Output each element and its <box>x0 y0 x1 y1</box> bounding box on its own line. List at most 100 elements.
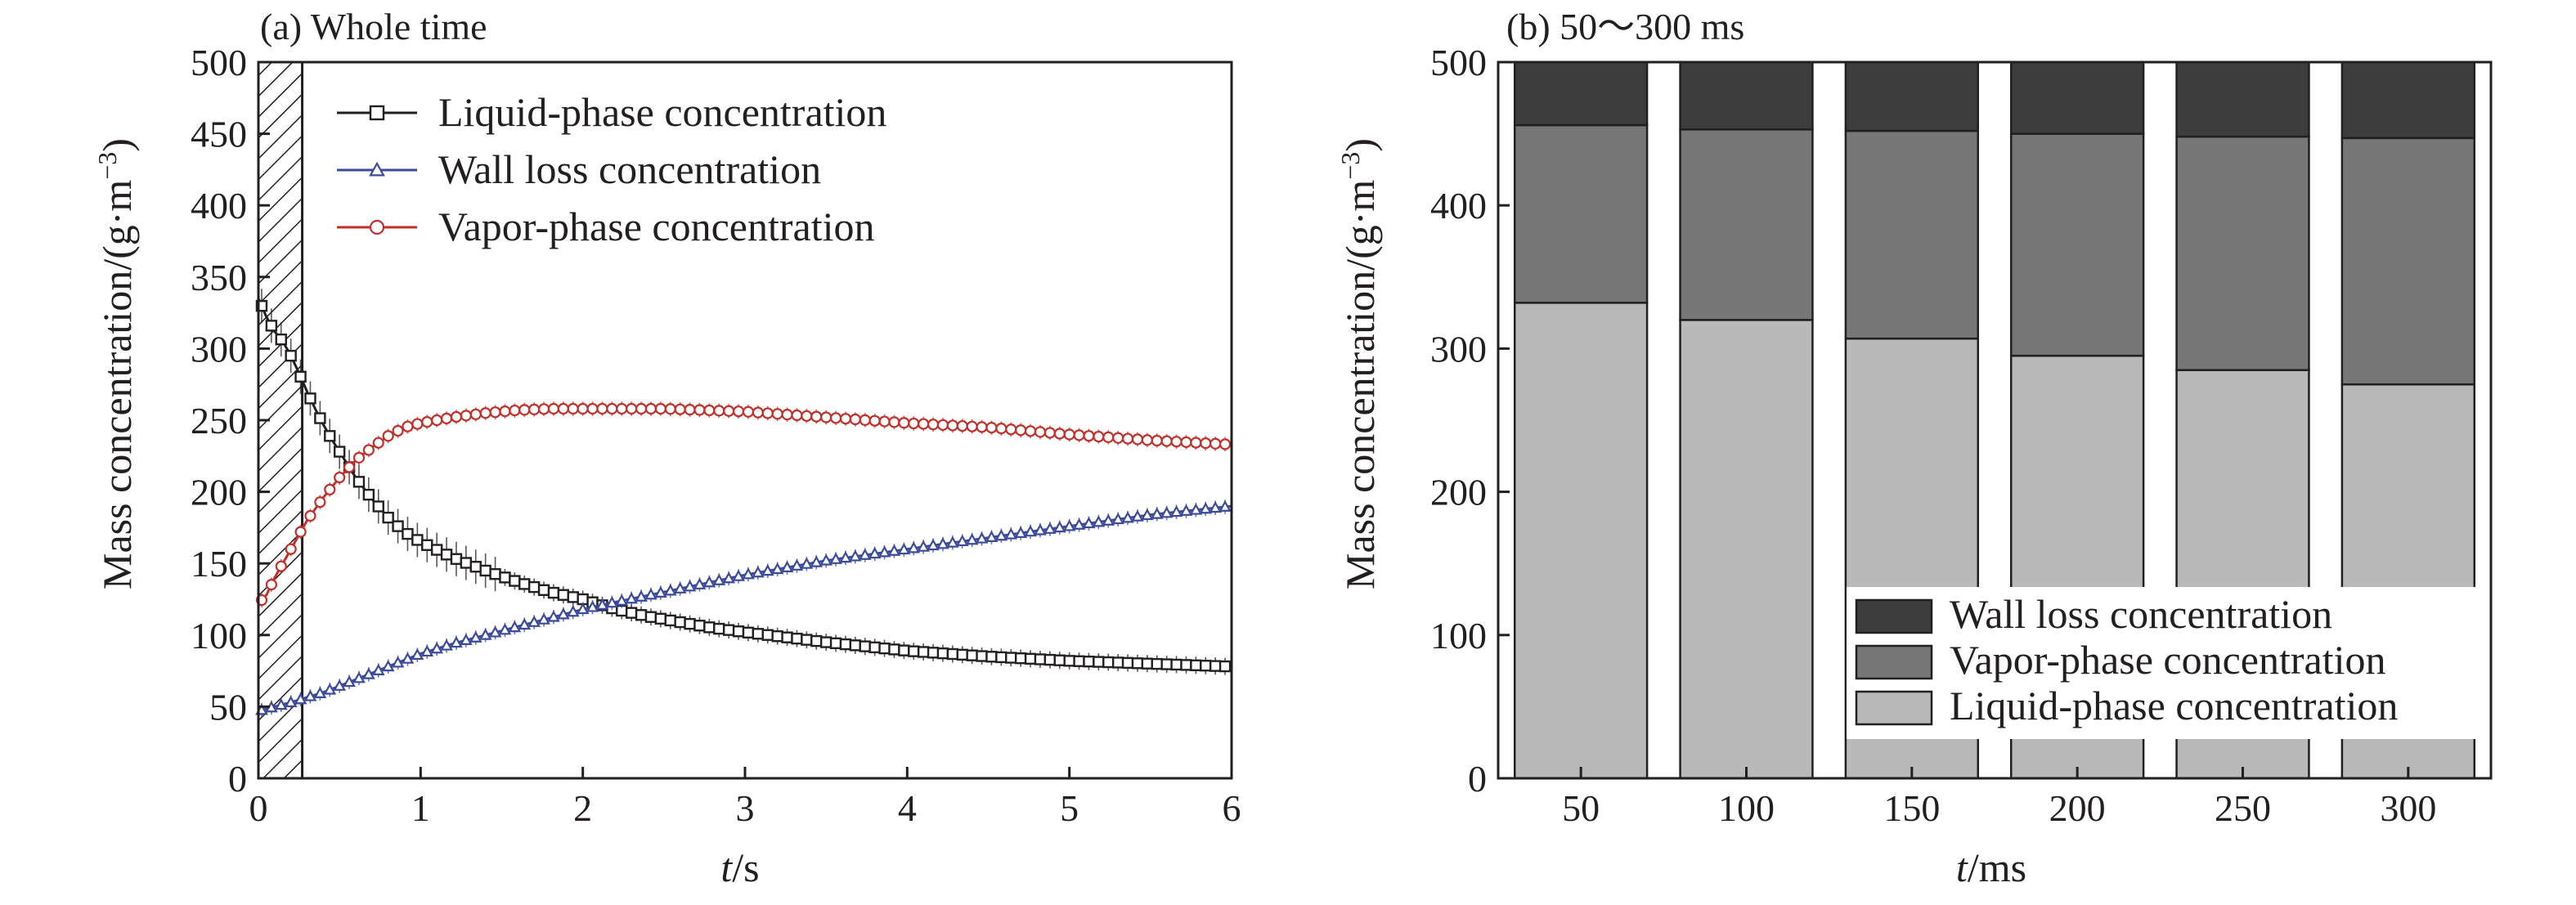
circle-marker <box>946 419 958 432</box>
circle-marker <box>411 418 424 430</box>
circle-marker <box>369 219 385 235</box>
square-marker <box>1218 660 1232 673</box>
square-marker <box>499 571 511 584</box>
y-tick-label: 150 <box>191 543 247 585</box>
circle-marker <box>1053 428 1066 440</box>
circle-marker <box>888 416 900 428</box>
x-tick-label: 50 <box>1562 787 1600 829</box>
square-marker <box>771 630 783 643</box>
triangle-marker <box>420 644 434 657</box>
triangle-marker <box>1043 522 1057 534</box>
circle-marker <box>1200 437 1212 450</box>
bar-stack <box>1513 60 1649 780</box>
square-marker <box>369 105 385 121</box>
square-marker <box>625 607 638 619</box>
legend-swatch <box>1855 598 1933 634</box>
triangle-marker <box>810 555 824 567</box>
markers <box>255 402 1232 607</box>
panel-a-ticks: 0 1 2 3 4 5 6 0 50 100 150 200 250 300 350 400 450 500 <box>191 42 1241 829</box>
triangle-marker <box>411 647 424 661</box>
triangle-marker <box>556 607 570 620</box>
triangle-marker <box>683 580 697 592</box>
triangle-marker <box>742 567 755 580</box>
circle-marker <box>1170 436 1183 448</box>
circle-marker <box>606 402 618 415</box>
square-marker <box>1102 656 1115 669</box>
square-marker <box>985 651 998 663</box>
circle-marker <box>684 404 696 416</box>
circle-marker <box>1015 424 1027 437</box>
bar-segment <box>1844 129 1980 340</box>
circle-marker <box>421 416 433 428</box>
triangle-marker <box>1131 509 1144 522</box>
triangle-marker <box>1082 517 1096 529</box>
legend-item: Vapor-phase concentration <box>337 204 875 249</box>
legend-label: Vapor-phase concentration <box>438 204 875 249</box>
square-marker <box>537 584 550 596</box>
circle-marker <box>626 402 638 415</box>
x-tick-label: 150 <box>1883 787 1940 829</box>
square-marker <box>722 624 735 636</box>
square-marker <box>644 611 657 623</box>
square-marker <box>362 488 375 501</box>
triangle-marker <box>274 698 288 710</box>
triangle-marker <box>1199 502 1213 514</box>
circle-marker <box>1160 435 1173 447</box>
y-tick-label: 100 <box>191 615 247 656</box>
square-marker <box>898 644 910 656</box>
triangle-marker <box>478 628 492 640</box>
y-tick-label: 450 <box>191 114 247 155</box>
square-marker <box>868 641 881 654</box>
square-marker <box>1160 658 1173 670</box>
x-tick-label: 200 <box>2049 787 2106 829</box>
circle-marker <box>294 526 307 538</box>
square-marker <box>469 561 482 573</box>
panel-b-x-axis-label: t/ms <box>1956 845 2026 890</box>
triangle-marker <box>722 571 736 584</box>
triangle-marker <box>459 633 473 646</box>
square-marker <box>761 629 774 641</box>
triangle-marker <box>313 686 327 699</box>
circle-marker <box>927 419 940 431</box>
triangle-marker <box>1102 513 1115 526</box>
square-marker <box>304 392 316 405</box>
circle-marker <box>723 405 735 417</box>
circle-marker <box>820 411 832 423</box>
square-marker <box>567 591 579 603</box>
triangle-marker <box>1209 500 1223 513</box>
circle-marker <box>1180 436 1192 448</box>
triangle-marker <box>780 560 794 573</box>
circle-marker <box>644 402 657 415</box>
circle-marker <box>801 410 813 422</box>
triangle-marker <box>1121 511 1134 523</box>
square-marker <box>518 578 531 590</box>
circle-marker <box>392 424 404 437</box>
square-marker <box>1014 652 1027 665</box>
legend-item: Wall loss concentration <box>337 146 821 192</box>
square-marker <box>1170 658 1183 671</box>
square-marker <box>1093 656 1105 668</box>
triangle-marker <box>790 558 804 571</box>
square-marker <box>819 636 832 648</box>
square-marker <box>1131 657 1144 670</box>
square-marker <box>1209 660 1222 672</box>
square-marker <box>956 648 968 661</box>
panel-b-title: (b) 50～300 ms <box>1506 6 1744 47</box>
triangle-marker <box>381 660 395 672</box>
square-marker <box>352 476 366 488</box>
y-tick-label: 100 <box>1430 615 1487 656</box>
y-tick-label: 0 <box>228 758 247 800</box>
y-tick-label: 400 <box>191 185 247 226</box>
square-marker <box>265 320 278 332</box>
circle-marker <box>849 413 861 426</box>
circle-marker <box>362 444 375 456</box>
circle-marker <box>440 412 453 424</box>
legend-item: Wall loss concentration <box>1855 591 2332 637</box>
circle-marker <box>352 451 366 464</box>
triangle-marker <box>1111 512 1125 525</box>
triangle-marker <box>673 581 687 594</box>
triangle-marker <box>1150 507 1164 519</box>
y-tick-label: 200 <box>1430 472 1487 513</box>
legend-swatch <box>1855 690 1933 726</box>
square-marker <box>421 539 433 551</box>
